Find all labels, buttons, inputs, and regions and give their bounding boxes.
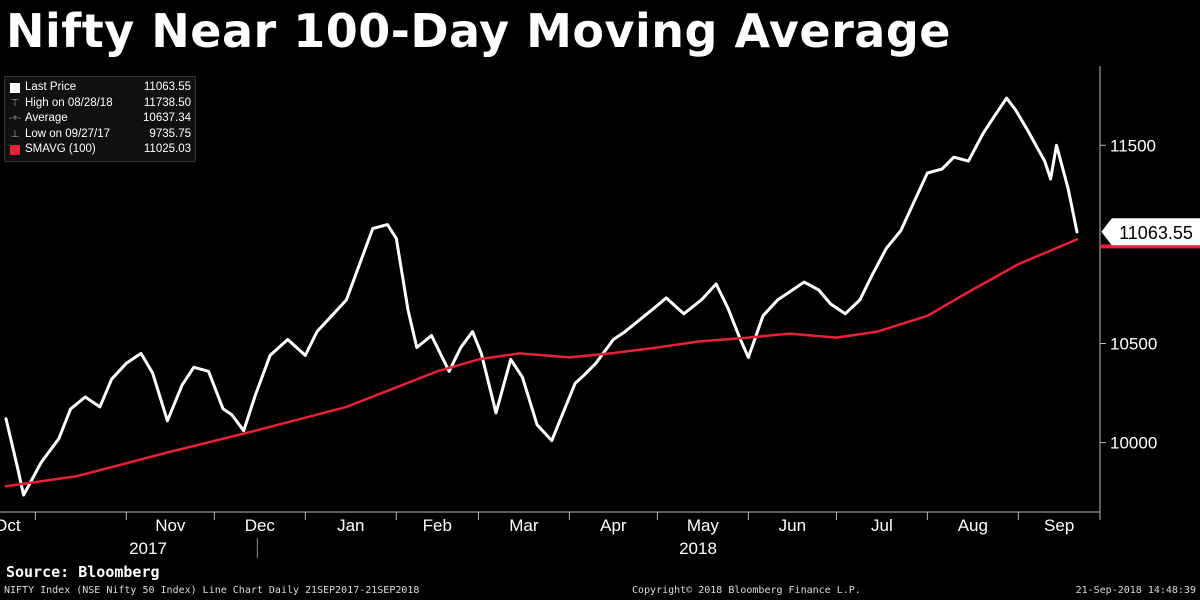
legend-entry-last-price: Last Price 11063.55 [9,80,191,96]
last-price-label: 11063.55 [1119,223,1193,243]
x-tick-label: Mar [509,516,539,535]
legend-label: Low on 09/27/17 [25,127,111,140]
legend-value: 11063.55 [143,81,191,93]
x-tick-label: May [687,516,720,535]
legend-entry-low: ⊥ Low on 09/27/17 9735.75 [9,127,191,143]
legend-value: 11025.03 [143,143,191,155]
legend-entry-average: -+- Average 10637.34 [9,111,191,127]
chart-title: Nifty Near 100-Day Moving Average [6,4,951,58]
legend-label: Average [25,112,68,124]
x-tick-label: Oct [0,516,21,535]
legend-label: High on 08/28/18 [25,96,113,109]
x-tick-label: Jun [779,516,806,535]
legend-entry-smavg: SMAVG (100) 11025.03 [9,142,191,158]
average-marker-icon: -+- [8,113,22,124]
red-square-icon [9,144,21,156]
year-label: 2018 [679,539,717,558]
chart-legend: Last Price 11063.55 ⊤ High on 08/28/18 1… [4,76,196,162]
year-label: 2017 [129,539,167,558]
white-square-icon [9,82,21,94]
x-tick-label: Apr [600,516,627,535]
legend-entry-high: ⊤ High on 08/28/18 11738.50 [9,96,191,112]
x-tick-label: Sep [1044,516,1074,535]
x-tick-label: Feb [423,516,452,535]
x-tick-label: Nov [155,516,186,535]
footer-copyright: Copyright© 2018 Bloomberg Finance L.P. [632,585,861,596]
x-tick-label: Dec [245,516,276,535]
footer-description: NIFTY Index (NSE Nifty 50 Index) Line Ch… [4,585,420,596]
y-tick-label: 10000 [1110,434,1157,453]
y-tick-label: 11500 [1110,136,1156,155]
legend-value: 11738.50 [143,96,191,109]
legend-value: 10637.34 [143,112,191,124]
footer-timestamp: 21-Sep-2018 14:48:39 [1075,585,1196,596]
x-tick-label: Aug [958,516,988,535]
legend-value: 9735.75 [149,127,191,140]
smavg-value-marker [1101,244,1200,249]
series-line-smavg-100 [4,238,1079,488]
source-label: Source: Bloomberg [6,563,160,581]
legend-label: SMAVG (100) [25,143,96,155]
x-tick-label: Jul [871,516,893,535]
low-marker-icon: ⊥ [10,128,20,140]
x-tick-label: Jan [337,516,364,535]
legend-label: Last Price [25,81,77,93]
last-price-tag [1101,218,1200,246]
series-line-last-price [4,96,1079,497]
y-tick-label: 10500 [1110,335,1157,354]
high-marker-icon: ⊤ [10,97,20,109]
